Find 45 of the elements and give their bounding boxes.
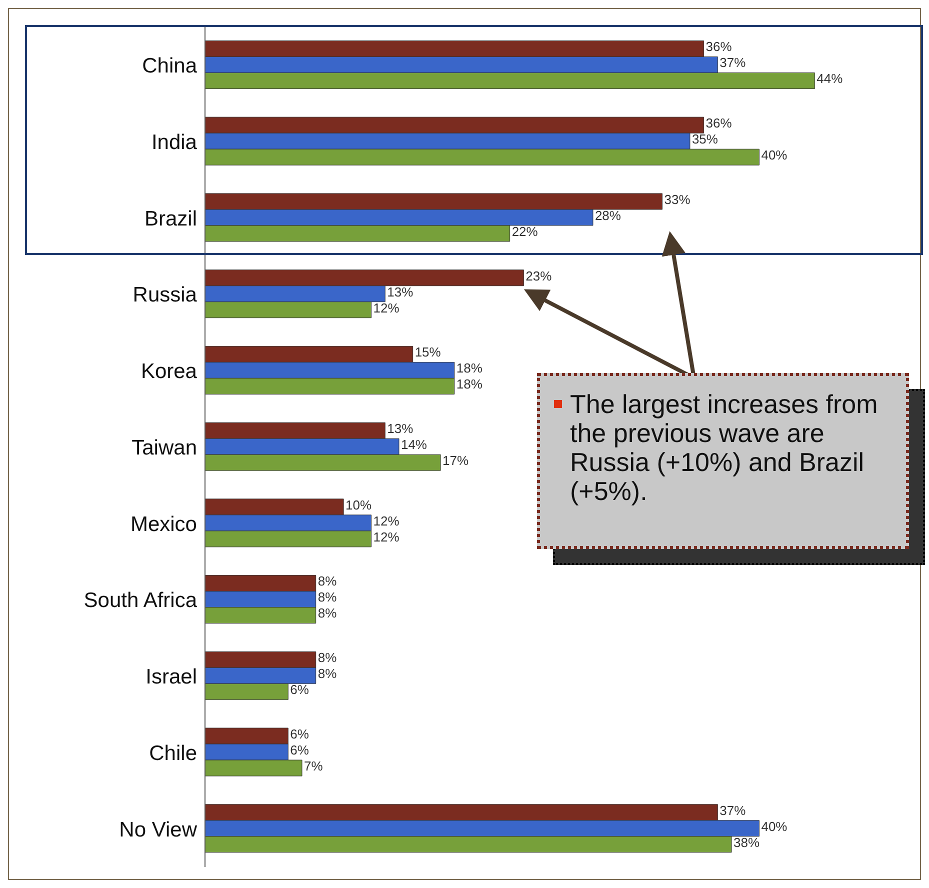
data-label: 12%	[373, 300, 400, 316]
y-tick-label: China	[142, 54, 198, 78]
data-label: 14%	[400, 437, 428, 452]
data-label: 35%	[692, 132, 718, 147]
data-label: 23%	[526, 268, 552, 284]
data-label: 6%	[290, 682, 310, 698]
data-label: 12%	[373, 513, 400, 528]
data-label: 40%	[761, 818, 788, 834]
data-label: 18%	[456, 376, 483, 392]
data-label: 13%	[387, 421, 414, 436]
data-label: 7%	[304, 758, 324, 774]
data-label: 36%	[706, 39, 732, 54]
annotation: The largest increases from the previous wave are Russia (+10%) and Brazil (+5%).	[570, 389, 879, 506]
data-label: 8%	[318, 650, 338, 666]
data-label: 8%	[318, 606, 338, 621]
data-label: 33%	[664, 192, 691, 207]
y-tick-label: Korea	[140, 360, 198, 384]
data-label: 37%	[720, 55, 746, 70]
y-tick-label: Chile	[149, 742, 197, 765]
data-label: 40%	[761, 148, 788, 163]
data-label: 28%	[594, 208, 622, 223]
data-label: 13%	[387, 284, 414, 300]
y-tick-label: South Africa	[84, 589, 198, 612]
data-label: 37%	[720, 802, 746, 818]
y-tick-label: Brazil	[144, 207, 197, 230]
data-label: 15%	[414, 344, 442, 360]
data-label: 8%	[318, 590, 338, 605]
y-tick-label: Russia	[132, 284, 198, 307]
data-label: 17%	[442, 453, 470, 468]
y-tick-label: Mexico	[130, 512, 197, 536]
data-label: 22%	[512, 224, 538, 239]
y-tick-label: Israel	[146, 666, 197, 689]
data-label: 44%	[816, 71, 844, 86]
data-label: 10%	[346, 497, 372, 512]
data-label: 18%	[456, 360, 483, 376]
data-label: 6%	[290, 742, 310, 758]
data-label: 38%	[734, 834, 760, 850]
data-label: 8%	[318, 666, 338, 682]
data-label: 36%	[706, 116, 732, 131]
y-tick-label: India	[151, 131, 198, 154]
y-tick-label: No View	[119, 818, 198, 842]
y-tick-label: Taiwan	[132, 436, 197, 460]
data-label: 8%	[318, 574, 338, 589]
data-label: 12%	[373, 529, 400, 544]
data-label: 6%	[290, 726, 310, 742]
